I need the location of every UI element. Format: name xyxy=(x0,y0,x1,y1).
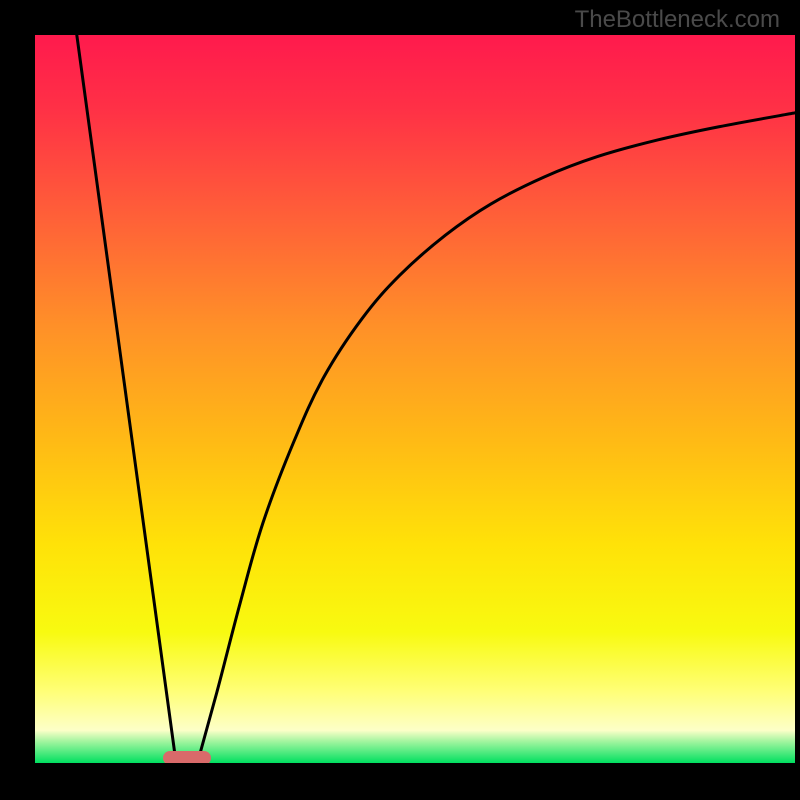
curve-layer xyxy=(35,35,795,763)
chart-container: TheBottleneck.com xyxy=(0,0,800,800)
curve-left-line xyxy=(77,35,176,759)
bottleneck-marker xyxy=(163,751,211,763)
watermark-text: TheBottleneck.com xyxy=(575,6,780,34)
curve-right xyxy=(198,113,795,759)
plot-area xyxy=(35,35,795,763)
